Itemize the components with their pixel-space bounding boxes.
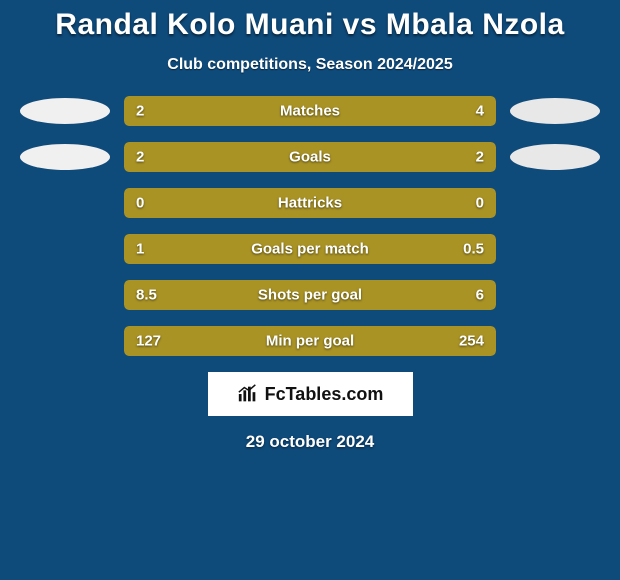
stat-row: 2 Matches 4	[20, 96, 600, 126]
stat-bar: 127 Min per goal 254	[124, 326, 496, 356]
stat-value-right: 2	[476, 149, 484, 166]
stat-bar: 0 Hattricks 0	[124, 188, 496, 218]
stat-bar: 2 Goals 2	[124, 142, 496, 172]
stat-value-right: 6	[476, 287, 484, 304]
page-title: Randal Kolo Muani vs Mbala Nzola	[0, 0, 620, 42]
stat-name-label: Goals	[289, 149, 331, 166]
brand-badge: FcTables.com	[208, 372, 413, 416]
stat-value-left: 2	[136, 149, 144, 166]
stat-bar: 2 Matches 4	[124, 96, 496, 126]
comparison-chart: 2 Matches 4 2 Goals 2 0 Hattricks 0 1 Goals per ma…	[20, 96, 600, 356]
player-bubble-right	[510, 144, 600, 170]
stat-name-label: Shots per goal	[258, 287, 362, 304]
stat-value-right: 254	[459, 333, 484, 350]
player-bubble-left	[20, 98, 110, 124]
stat-bar-left	[124, 142, 310, 172]
stat-value-right: 4	[476, 103, 484, 120]
stat-value-left: 0	[136, 195, 144, 212]
stat-row: 1 Goals per match 0.5	[20, 234, 600, 264]
brand-text: FcTables.com	[265, 384, 384, 405]
stat-value-right: 0.5	[463, 241, 484, 258]
stat-value-left: 2	[136, 103, 144, 120]
stat-bar: 1 Goals per match 0.5	[124, 234, 496, 264]
page-subtitle: Club competitions, Season 2024/2025	[0, 56, 620, 74]
stat-row: 2 Goals 2	[20, 142, 600, 172]
player-bubble-right	[510, 98, 600, 124]
date-label: 29 october 2024	[0, 432, 620, 452]
stat-name-label: Hattricks	[278, 195, 342, 212]
bar-chart-icon	[237, 383, 259, 405]
stat-name-label: Matches	[280, 103, 340, 120]
stat-bar-right	[310, 142, 496, 172]
stat-value-left: 1	[136, 241, 144, 258]
stat-value-left: 127	[136, 333, 161, 350]
stat-name-label: Goals per match	[251, 241, 369, 258]
stat-row: 8.5 Shots per goal 6	[20, 280, 600, 310]
stat-row: 0 Hattricks 0	[20, 188, 600, 218]
stat-value-left: 8.5	[136, 287, 157, 304]
stat-value-right: 0	[476, 195, 484, 212]
stat-row: 127 Min per goal 254	[20, 326, 600, 356]
player-bubble-left	[20, 144, 110, 170]
stat-bar: 8.5 Shots per goal 6	[124, 280, 496, 310]
stat-name-label: Min per goal	[266, 333, 354, 350]
